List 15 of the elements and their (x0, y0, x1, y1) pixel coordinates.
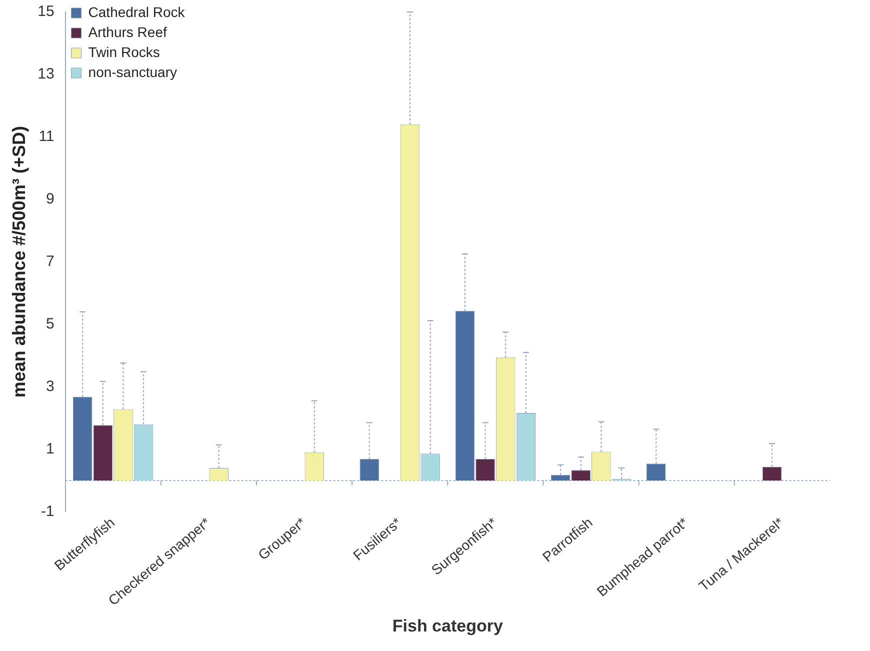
y-axis-title: mean abundance #/500m³ (+SD) (8, 126, 29, 398)
y-tick-label: 11 (38, 128, 54, 146)
x-axis-title: Fish category (392, 616, 504, 636)
legend-label: non-sanctuary (88, 64, 178, 80)
y-tick-label: -1 (40, 502, 54, 520)
y-tick-label: 3 (46, 378, 54, 395)
y-tick-label: 15 (38, 3, 54, 20)
y-tick-label: 5 (46, 315, 54, 332)
y-tick-label: 13 (38, 66, 54, 83)
legend-label: Twin Rocks (88, 44, 160, 60)
legend-label: Arthurs Reef (88, 24, 167, 40)
y-tick-label: 7 (46, 252, 54, 270)
y-tick-label: 1 (46, 440, 54, 458)
legend-label: Cathedral Rock (88, 4, 186, 20)
y-tick-label: 9 (46, 190, 54, 208)
